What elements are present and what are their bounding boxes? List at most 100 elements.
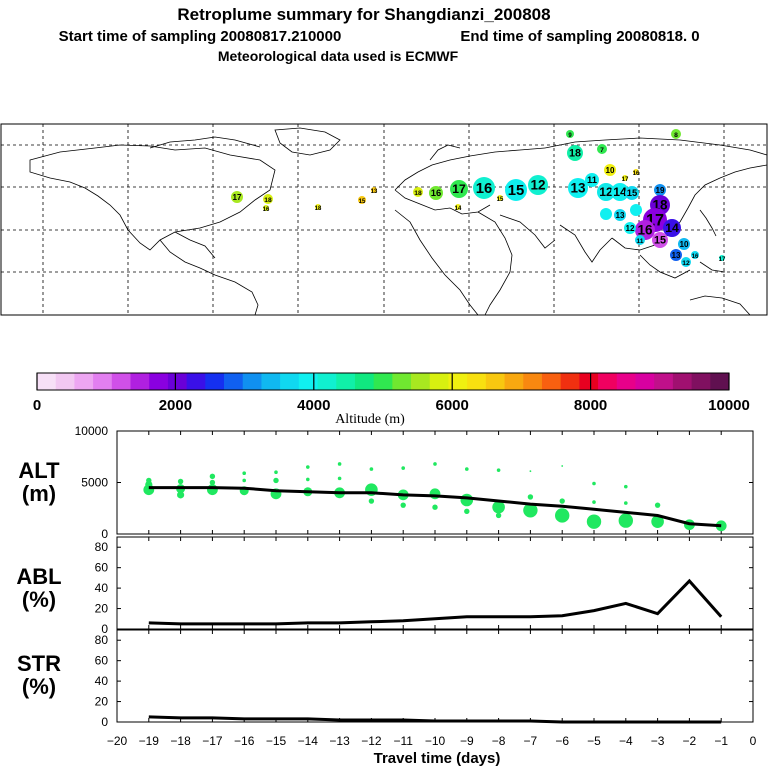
abl-ytick-label: 20 [95,602,109,616]
plume-dot [568,178,588,198]
colorbar-cell [149,373,169,390]
plume-day-label: 12 [530,178,545,193]
alt-scatter-point [209,473,216,480]
alt-scatter-point [400,502,406,508]
str-ytick-label: 40 [95,674,109,688]
plume-dot [429,186,443,200]
plume-day-label: 16 [476,181,493,197]
x-tick-label: −2 [683,734,697,748]
plume-dot [691,251,699,259]
alt-scatter-point [586,514,602,529]
alt-scatter-point [495,512,502,519]
colorbar-cell [74,373,94,390]
str-panel: STR (%) 0 20 40 60 80 [17,629,754,729]
plume-day-label: 16 [692,254,699,260]
str-ytick-label: 80 [95,633,109,647]
alt-scatter-point [369,467,374,471]
end-time-label: End time of sampling 20080818. 0 [460,28,699,45]
colorbar-tick-label: 4000 [297,397,330,414]
figure-title: Retroplume summary for Shangdianzi_20080… [177,5,550,24]
plume-dot [585,173,599,187]
alt-scatter-point [432,504,438,510]
plume-dot [455,204,461,210]
x-tick-label: −10 [425,734,446,748]
alt-scatter-point [401,466,406,470]
plume-dot [625,186,639,200]
colorbar-cell [242,373,262,390]
plume-day-label: 18 [264,197,272,204]
abl-ylabel: ABL [16,564,61,589]
colorbar-cell [317,373,337,390]
plume-dot [597,183,615,201]
str-line [148,715,722,724]
plume-dot [652,232,668,248]
plume-dot [671,129,681,139]
str-ytick-label: 0 [101,715,108,729]
colorbar-cell [411,373,431,390]
x-axis-label: Travel time (days) [374,750,501,767]
plume-dot [567,145,583,161]
alt-scatter-point [527,494,534,500]
colorbar-cell [691,373,711,390]
colorbar-cell [373,373,393,390]
plume-dot [505,179,527,201]
colorbar-cell [186,373,206,390]
colorbar-cell [55,373,75,390]
plume-dot [635,235,645,245]
colorbar-cell [224,373,244,390]
colorbar-cell [336,373,356,390]
x-axis-ticks: −20 −19 −18 −17 −16 −15 −14 −13 −12 −11 −10 −9 −8 −7−… [107,734,757,748]
alt-ytick-label: 5000 [81,476,108,490]
plume-day-label: 11 [636,238,643,245]
plume-dot [263,205,269,211]
plume-day-label: 13 [570,181,586,196]
colorbar-tick-label: 10000 [708,397,750,414]
x-tick-label: −15 [266,734,287,748]
plume-dot [681,257,691,267]
plume-dot [413,187,423,197]
plume-day-label: 11 [587,175,597,186]
plume-dot [497,195,503,201]
alt-scatter-point [624,501,628,505]
plume-day-label: 19 [655,186,665,195]
x-tick-label: −14 [298,734,319,748]
x-tick-label: −11 [393,734,413,748]
plume-day-label: 10 [679,240,689,249]
colorbar-cell [541,373,562,390]
colorbar-tick-label: 6000 [436,397,469,414]
alt-scatter-point [654,502,661,508]
alt-scatter-point [592,500,596,504]
colorbar-cell [130,373,150,390]
plume-day-label: 15 [627,188,638,199]
alt-scatter-point [207,484,218,496]
plume-day-label: 10 [605,166,615,175]
plume-day-label: 15 [497,197,504,203]
alt-scatter-point [274,470,278,475]
plume-dot [630,204,642,216]
alt-scatter-point [146,477,152,484]
colorbar-cell [205,373,225,390]
alt-scatter-point [555,508,570,523]
x-tick-label: −16 [234,734,255,748]
colorbar-cell [354,373,375,390]
alt-scatter-point [559,498,565,504]
plume-day-label: 12 [599,185,613,199]
plume-dot [622,175,628,181]
x-tick-label: −3 [651,734,665,748]
colorbar-cell [467,373,487,390]
plume-dot [450,180,468,198]
colorbar-cell [523,373,543,390]
x-tick-label: 0 [750,734,757,748]
plume-dot [263,194,273,204]
plume-dot [633,169,639,175]
x-tick-label: −17 [202,734,223,748]
plume-dot [358,196,366,204]
alt-scatter-point [242,478,246,483]
alt-scatter-point [177,491,185,499]
alt-ytick-label: 10000 [75,424,109,438]
colorbar-cell [710,373,730,390]
plume-day-label: 17 [719,257,726,263]
colorbar-cell [37,373,57,390]
